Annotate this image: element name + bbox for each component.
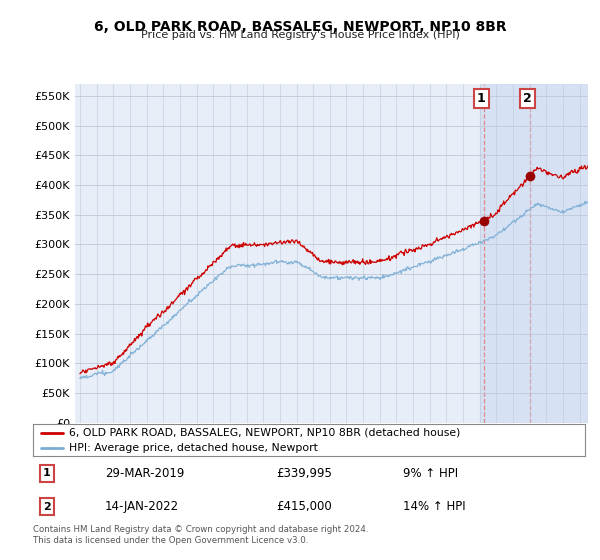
Text: 1: 1 <box>477 92 486 105</box>
Text: 2: 2 <box>43 502 50 511</box>
Text: £415,000: £415,000 <box>276 500 332 513</box>
Text: £339,995: £339,995 <box>276 467 332 480</box>
Text: 6, OLD PARK ROAD, BASSALEG, NEWPORT, NP10 8BR: 6, OLD PARK ROAD, BASSALEG, NEWPORT, NP1… <box>94 20 506 34</box>
Text: 1: 1 <box>43 469 50 478</box>
Bar <box>480 84 588 423</box>
Text: HPI: Average price, detached house, Newport: HPI: Average price, detached house, Newp… <box>69 444 318 453</box>
Text: 2: 2 <box>523 92 532 105</box>
Text: Contains HM Land Registry data © Crown copyright and database right 2024.
This d: Contains HM Land Registry data © Crown c… <box>33 525 368 545</box>
Text: 14-JAN-2022: 14-JAN-2022 <box>105 500 179 513</box>
Text: 6, OLD PARK ROAD, BASSALEG, NEWPORT, NP10 8BR (detached house): 6, OLD PARK ROAD, BASSALEG, NEWPORT, NP1… <box>69 428 460 438</box>
Text: 29-MAR-2019: 29-MAR-2019 <box>105 467 184 480</box>
Text: 9% ↑ HPI: 9% ↑ HPI <box>403 467 458 480</box>
Text: Price paid vs. HM Land Registry's House Price Index (HPI): Price paid vs. HM Land Registry's House … <box>140 30 460 40</box>
Text: 14% ↑ HPI: 14% ↑ HPI <box>403 500 466 513</box>
